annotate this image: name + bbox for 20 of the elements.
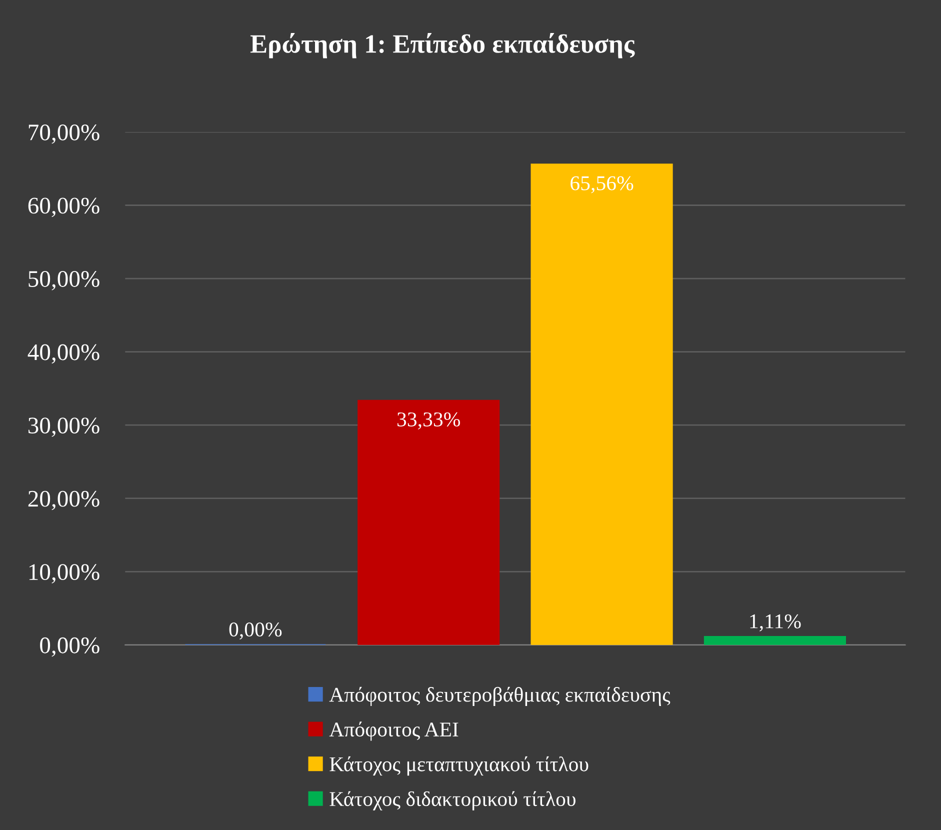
bar: [530, 164, 673, 645]
y-tick-label: 50,00%: [28, 271, 100, 290]
y-tick-label: 40,00%: [28, 344, 100, 364]
data-label: 65,56%: [570, 176, 634, 194]
data-label: 0,00%: [229, 622, 282, 640]
legend-label: Απόφοιτος ΑΕΙ: [329, 722, 458, 741]
legend-label: Κάτοχος μεταπτυχιακού τίτλου: [330, 756, 588, 776]
y-tick-label: 20,00%: [28, 490, 100, 510]
legend-label: Απόφοιτος δευτεροβάθμιας εκπαίδευσης: [329, 686, 670, 706]
y-tick-label: 30,00%: [28, 418, 100, 437]
data-label: 33,33%: [397, 412, 460, 430]
data-label: 1,11%: [750, 614, 801, 632]
bar: [704, 636, 846, 645]
bar: [358, 400, 500, 645]
y-tick-label: 10,00%: [29, 564, 100, 584]
y-tick-label: 70,00%: [28, 124, 100, 144]
legend-label: Κάτοχος διδακτορικού τίτλου: [330, 791, 576, 810]
y-tick-label: 60,00%: [28, 198, 100, 218]
y-tick-label: 0,00%: [40, 637, 100, 657]
chart-title: Ερώτηση 1: Επίπεδο εκπαίδευσης: [250, 33, 635, 58]
